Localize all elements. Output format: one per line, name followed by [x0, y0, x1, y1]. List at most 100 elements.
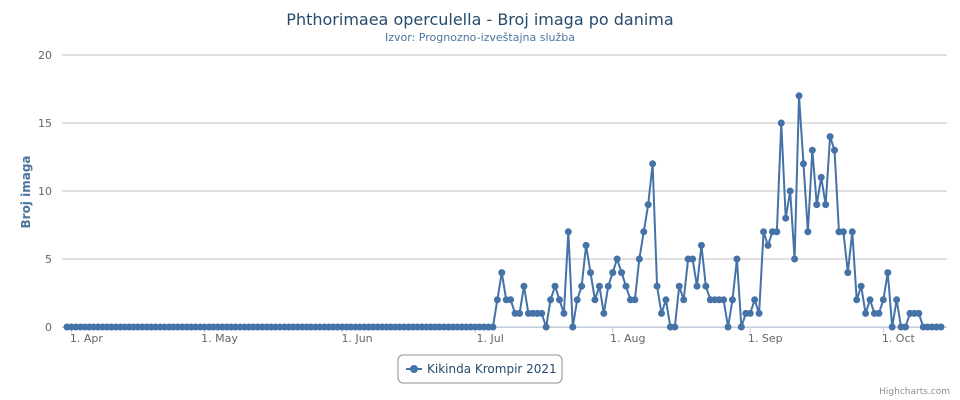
data-point[interactable] — [609, 269, 617, 277]
x-tick-label: 1. Aug — [610, 332, 645, 345]
data-point[interactable] — [822, 201, 830, 209]
data-point[interactable] — [844, 269, 852, 277]
x-tick-label: 1. Jun — [341, 332, 372, 345]
data-point[interactable] — [640, 228, 648, 236]
data-point[interactable] — [817, 173, 825, 181]
data-point[interactable] — [649, 160, 657, 168]
data-point[interactable] — [631, 296, 639, 304]
data-point[interactable] — [587, 269, 595, 277]
legend-box — [397, 354, 563, 384]
data-point[interactable] — [680, 296, 688, 304]
data-point[interactable] — [564, 228, 572, 236]
data-point[interactable] — [520, 282, 528, 290]
data-point[interactable] — [808, 146, 816, 154]
data-point[interactable] — [595, 282, 603, 290]
data-point[interactable] — [799, 160, 807, 168]
data-point[interactable] — [875, 309, 883, 317]
legend-item-label[interactable]: Kikinda Krompir 2021 — [427, 362, 557, 376]
data-point[interactable] — [915, 309, 923, 317]
data-point[interactable] — [573, 296, 581, 304]
data-point[interactable] — [826, 133, 834, 141]
y-tick-label: 15 — [38, 117, 52, 130]
data-point[interactable] — [760, 228, 768, 236]
data-point[interactable] — [618, 269, 626, 277]
data-point[interactable] — [862, 309, 870, 317]
data-point[interactable] — [902, 323, 910, 331]
x-tick-label: 1. Apr — [70, 332, 103, 345]
data-point[interactable] — [662, 296, 670, 304]
data-point[interactable] — [795, 92, 803, 100]
data-point[interactable] — [751, 296, 759, 304]
data-point[interactable] — [635, 255, 643, 263]
data-point[interactable] — [884, 269, 892, 277]
data-point[interactable] — [622, 282, 630, 290]
data-point[interactable] — [937, 323, 945, 331]
data-point[interactable] — [489, 323, 497, 331]
data-point[interactable] — [671, 323, 679, 331]
data-point[interactable] — [764, 241, 772, 249]
data-point[interactable] — [782, 214, 790, 222]
data-point[interactable] — [658, 309, 665, 317]
data-point[interactable] — [542, 323, 550, 331]
data-point[interactable] — [591, 296, 599, 304]
data-point[interactable] — [755, 309, 763, 317]
series-line-kikinda-krompir-2021 — [67, 94, 941, 328]
data-point[interactable] — [613, 255, 621, 263]
data-point[interactable] — [720, 296, 728, 304]
data-point[interactable] — [493, 296, 501, 304]
data-point[interactable] — [498, 269, 506, 277]
y-axis-title: Broj imaga — [19, 155, 33, 228]
data-point[interactable] — [702, 282, 710, 290]
data-point[interactable] — [555, 296, 563, 304]
data-point[interactable] — [693, 282, 701, 290]
data-point[interactable] — [786, 187, 794, 195]
data-point[interactable] — [551, 282, 559, 290]
data-point[interactable] — [804, 228, 812, 236]
data-point[interactable] — [582, 241, 590, 249]
data-point[interactable] — [848, 228, 856, 236]
series-group — [63, 92, 945, 331]
data-point[interactable] — [604, 282, 612, 290]
data-point[interactable] — [653, 282, 661, 290]
data-point[interactable] — [728, 296, 736, 304]
data-point[interactable] — [600, 309, 608, 317]
data-point[interactable] — [746, 309, 754, 317]
data-point[interactable] — [879, 296, 887, 304]
credits-link[interactable]: Highcharts.com — [879, 387, 950, 397]
data-point[interactable] — [689, 255, 697, 263]
data-point[interactable] — [831, 146, 839, 154]
data-point[interactable] — [569, 323, 577, 331]
data-point[interactable] — [839, 228, 847, 236]
data-point[interactable] — [697, 241, 705, 249]
data-point[interactable] — [893, 296, 901, 304]
data-point[interactable] — [773, 228, 781, 236]
y-tick-label: 10 — [38, 185, 52, 198]
data-point[interactable] — [538, 309, 546, 317]
data-point[interactable] — [675, 282, 683, 290]
data-point[interactable] — [813, 201, 821, 209]
data-point[interactable] — [857, 282, 865, 290]
y-tick-label: 0 — [45, 321, 52, 334]
y-axis: 0 5 10 15 20 — [38, 49, 52, 334]
data-point[interactable] — [791, 255, 799, 263]
legend-marker-symbol — [410, 365, 418, 373]
data-point[interactable] — [547, 296, 555, 304]
data-point[interactable] — [866, 296, 874, 304]
y-tick-label: 20 — [38, 49, 52, 62]
data-point[interactable] — [888, 323, 896, 331]
x-tick-label: 1. Oct — [882, 332, 916, 345]
data-point[interactable] — [507, 296, 515, 304]
data-point[interactable] — [737, 323, 745, 331]
data-point[interactable] — [516, 309, 524, 317]
data-point[interactable] — [644, 201, 652, 209]
x-tick-label: 1. Sep — [748, 332, 783, 345]
data-point[interactable] — [733, 255, 741, 263]
data-point[interactable] — [777, 119, 785, 127]
legend[interactable]: Kikinda Krompir 2021 — [397, 354, 563, 384]
data-point[interactable] — [560, 309, 568, 317]
data-point[interactable] — [853, 296, 861, 304]
data-point[interactable] — [578, 282, 586, 290]
data-point[interactable] — [724, 323, 732, 331]
